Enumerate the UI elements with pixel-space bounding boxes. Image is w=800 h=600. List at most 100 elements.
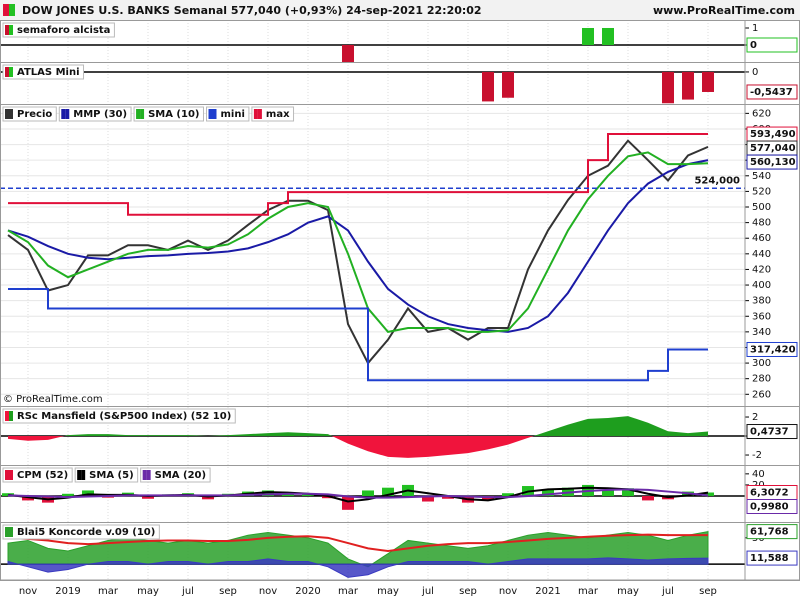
legend-icon	[212, 109, 217, 119]
x-tick-label: 2019	[55, 586, 80, 597]
x-tick-label: jul	[181, 586, 194, 597]
legend-box	[2, 408, 236, 424]
legend-icon	[253, 109, 258, 119]
value-box-label: 0	[750, 40, 757, 51]
legend-box	[2, 22, 115, 38]
legend-icon	[208, 109, 213, 119]
x-tick-label: sep	[459, 586, 477, 597]
x-tick-label: may	[137, 586, 159, 597]
bar	[82, 490, 94, 496]
value-box-label: -0,5437	[750, 87, 793, 98]
value-box	[746, 341, 798, 357]
x-tick-label: mar	[338, 586, 359, 597]
legend-icon	[5, 25, 9, 35]
legend-box	[140, 467, 211, 483]
legend-icon	[136, 109, 141, 119]
legend-icon	[81, 470, 86, 480]
bar	[642, 495, 654, 501]
x-tick-label: mar	[98, 586, 119, 597]
legend-box	[58, 106, 132, 122]
series-group	[0, 416, 745, 458]
y-tick-label: 340	[752, 327, 771, 338]
bar	[662, 71, 674, 104]
bar	[262, 490, 274, 496]
y-tick-label: 2	[752, 412, 758, 423]
y-tick-label: 460	[752, 233, 771, 244]
legend-label: ATLAS Mini	[17, 67, 80, 78]
legend-icon	[77, 470, 82, 480]
y-tick-label: 260	[752, 389, 771, 400]
y-tick-label: 0	[752, 67, 758, 78]
legend-icon	[9, 527, 13, 537]
value-box-label: 11,588	[750, 553, 789, 564]
y-tick-label: 360	[752, 311, 771, 322]
line	[7, 151, 709, 333]
legend-box	[2, 524, 160, 540]
step-line	[8, 133, 708, 216]
y-tick-label: 280	[752, 374, 771, 385]
y-tick-label: 540	[752, 171, 771, 182]
legend-label: Precio	[17, 109, 52, 120]
legend-icon	[142, 470, 147, 480]
y-tick-label: -2	[752, 450, 762, 461]
bar	[482, 71, 494, 102]
legend-box	[206, 106, 250, 122]
x-tick-label: nov	[499, 586, 517, 597]
x-tick-label: mar	[578, 586, 599, 597]
bar	[702, 71, 714, 92]
bar	[622, 488, 634, 496]
bar	[702, 492, 714, 496]
legend-icon	[146, 470, 151, 480]
bar	[602, 27, 614, 45]
legend-label: MMP (30)	[73, 109, 127, 120]
bar	[502, 493, 514, 496]
bar	[342, 495, 354, 510]
legend-icon	[9, 25, 13, 35]
legend-icon	[9, 109, 13, 119]
value-box-label: 6,3072	[750, 487, 789, 498]
y-tick-label: 1	[752, 23, 758, 34]
legend-box	[133, 106, 204, 122]
y-tick-label: 500	[752, 202, 771, 213]
line	[7, 139, 709, 365]
bar	[422, 495, 434, 502]
series-group	[0, 27, 745, 62]
bar	[342, 44, 354, 62]
bar	[582, 27, 594, 45]
legend-icon	[5, 109, 9, 119]
header-site: www.ProRealTime.com	[653, 4, 795, 17]
bar	[62, 493, 74, 496]
legend-icon	[5, 527, 9, 537]
bar	[22, 495, 34, 501]
bar	[502, 71, 514, 98]
x-tick-label: may	[617, 586, 639, 597]
value-box-label: 61,768	[750, 527, 789, 538]
bar	[322, 495, 334, 499]
y-tick-label: 380	[752, 296, 771, 307]
x-tick-label: sep	[699, 586, 717, 597]
header-title: DOW JONES U.S. BANKS Semanal 577,040 (+0…	[22, 4, 482, 17]
reference-label: 524,000	[694, 175, 740, 186]
legend-box	[2, 64, 85, 80]
legend-icon	[140, 109, 145, 119]
legend-icon	[9, 67, 13, 77]
value-box	[746, 154, 798, 170]
legend-box	[2, 467, 73, 483]
value-box-label: 0,4737	[750, 427, 789, 438]
header-icon	[3, 4, 9, 16]
legend-box	[2, 106, 57, 122]
legend-label: Blai5 Koncorde v.09 (10)	[17, 527, 155, 538]
bar	[602, 490, 614, 496]
legend-label: SMA (20)	[155, 470, 206, 481]
area	[8, 416, 708, 458]
value-box-label: 560,130	[750, 157, 796, 168]
line	[7, 159, 709, 333]
value-box-label: 0,9980	[750, 501, 789, 512]
watermark: © ProRealTime.com	[3, 394, 103, 405]
header-icon	[9, 4, 15, 16]
legend-icon	[5, 470, 9, 480]
series-group	[7, 133, 709, 382]
x-tick-label: sep	[219, 586, 237, 597]
